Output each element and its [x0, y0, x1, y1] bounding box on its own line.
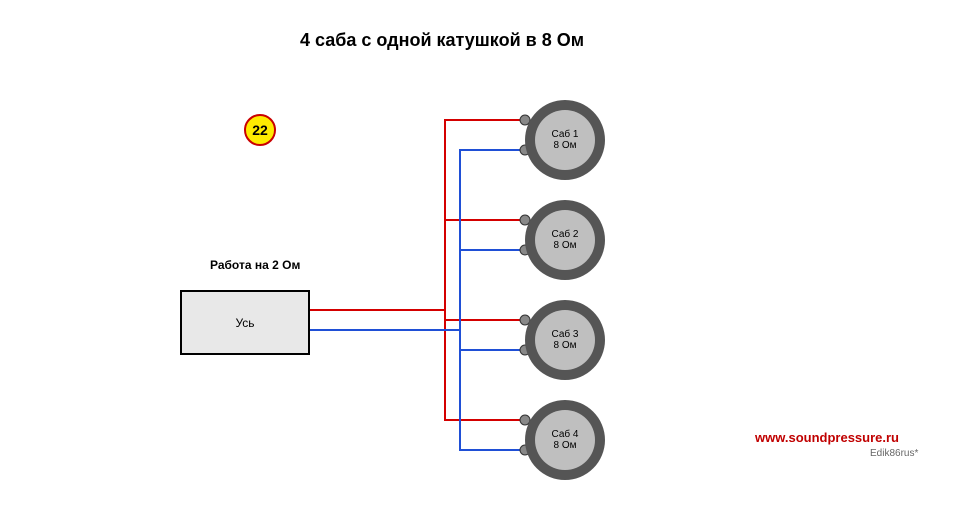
wire	[445, 310, 524, 420]
speaker-cone: Саб 28 Ом	[535, 210, 595, 270]
watermark-link: www.soundpressure.ru	[755, 430, 899, 445]
wire	[460, 250, 524, 330]
wire	[445, 220, 524, 310]
speaker-name: Саб 1	[552, 129, 579, 141]
speaker-name: Саб 2	[552, 229, 579, 241]
speaker-name: Саб 4	[552, 429, 579, 441]
speaker-name: Саб 3	[552, 329, 579, 341]
wiring-layer	[0, 0, 960, 525]
author-credit: Edik86rus*	[870, 448, 918, 459]
speaker-cone: Саб 38 Ом	[535, 310, 595, 370]
wire	[310, 150, 524, 330]
speaker-cone: Саб 18 Ом	[535, 110, 595, 170]
speaker-ohm: 8 Ом	[554, 240, 577, 252]
wire	[445, 310, 524, 320]
wire	[460, 330, 524, 450]
wire	[460, 330, 524, 350]
wire	[310, 120, 524, 310]
speaker-cone: Саб 48 Ом	[535, 410, 595, 470]
speaker-ohm: 8 Ом	[554, 140, 577, 152]
speaker-ohm: 8 Ом	[554, 340, 577, 352]
speaker-ohm: 8 Ом	[554, 440, 577, 452]
